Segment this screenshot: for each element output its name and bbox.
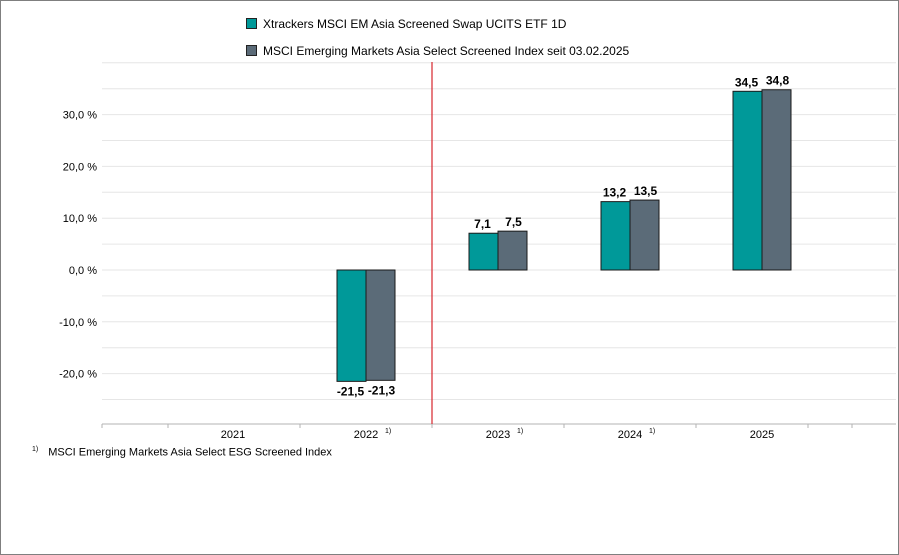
x-tick-footnote-marker: 1) bbox=[649, 428, 655, 435]
data-label: 7,5 bbox=[505, 215, 522, 229]
bar-index-2024 bbox=[629, 199, 660, 271]
x-tick-label: 2022 bbox=[354, 429, 378, 441]
footnote-marker: 1) bbox=[32, 446, 39, 453]
x-tick-footnote-marker: 1) bbox=[385, 428, 391, 435]
y-tick-label: 30,0 % bbox=[63, 110, 97, 122]
legend: Xtrackers MSCI EM Asia Screened Swap UCI… bbox=[246, 14, 629, 68]
y-tick-label: 20,0 % bbox=[63, 161, 97, 173]
data-label: -21,5 bbox=[337, 384, 365, 398]
data-label: 13,5 bbox=[634, 184, 658, 198]
y-tick-label: -20,0 % bbox=[59, 369, 97, 381]
footnote: 1) MSCI Emerging Markets Asia Select ESG … bbox=[32, 446, 332, 459]
data-label: 13,2 bbox=[603, 186, 627, 200]
x-tick-label: 2025 bbox=[750, 429, 774, 441]
data-label: -21,3 bbox=[368, 383, 396, 397]
bar-index-2023 bbox=[497, 230, 528, 271]
bar-index-2025 bbox=[761, 89, 792, 271]
legend-swatch-fund bbox=[246, 18, 257, 29]
bar-fund-2022 bbox=[336, 269, 367, 382]
bar-fund-2024 bbox=[600, 201, 631, 271]
footnote-text: MSCI Emerging Markets Asia Select ESG Sc… bbox=[48, 446, 332, 459]
bar-fund-2025 bbox=[732, 90, 763, 271]
legend-label-fund: Xtrackers MSCI EM Asia Screened Swap UCI… bbox=[263, 16, 567, 31]
y-tick-label: -10,0 % bbox=[59, 317, 97, 329]
y-tick-label: 10,0 % bbox=[63, 213, 97, 225]
bar-index-2022 bbox=[365, 269, 396, 381]
legend-swatch-index bbox=[246, 45, 257, 56]
bar-fund-2023 bbox=[468, 232, 499, 271]
data-label: 7,1 bbox=[474, 217, 491, 231]
legend-item-fund: Xtrackers MSCI EM Asia Screened Swap UCI… bbox=[246, 14, 629, 33]
data-label: 34,5 bbox=[735, 75, 759, 89]
x-tick-label: 2024 bbox=[618, 429, 642, 441]
data-label: 34,8 bbox=[766, 74, 790, 88]
legend-label-index: MSCI Emerging Markets Asia Select Screen… bbox=[263, 43, 630, 58]
x-tick-label: 2021 bbox=[221, 429, 245, 441]
legend-item-index: MSCI Emerging Markets Asia Select Screen… bbox=[246, 41, 629, 60]
x-tick-label: 2023 bbox=[486, 429, 510, 441]
y-tick-label: 0,0 % bbox=[69, 265, 97, 277]
x-tick-footnote-marker: 1) bbox=[517, 428, 523, 435]
